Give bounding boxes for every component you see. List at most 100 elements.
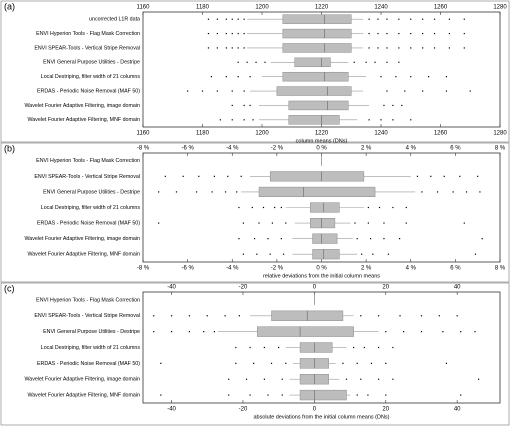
category-label: Wavelet Fourier Adaptive Filtering, MNF …	[27, 392, 140, 398]
x-tick-label: 8 %	[495, 266, 506, 272]
box	[256, 326, 354, 337]
outlier	[474, 253, 477, 255]
outlier	[231, 18, 233, 20]
outlier	[392, 206, 394, 209]
x-tick-label-top: -8 %	[137, 146, 150, 152]
outlier	[240, 175, 242, 177]
outlier	[410, 76, 412, 78]
outlier	[398, 238, 401, 240]
outlier	[207, 18, 210, 20]
outlier	[398, 32, 400, 35]
outlier	[216, 18, 218, 20]
category-label: ERDAS - Periodic Noise Removal (MAF 50)	[37, 88, 140, 94]
outlier	[285, 362, 287, 364]
outlier	[280, 206, 282, 209]
x-tick-label: 1260	[434, 131, 448, 137]
outlier	[452, 191, 454, 193]
outlier	[363, 346, 365, 349]
outlier	[237, 61, 239, 63]
category-label: Wavelet Fourier Adaptive Filtering, MNF …	[27, 252, 140, 258]
x-tick-label-top: -20	[239, 285, 248, 291]
outlier	[368, 119, 370, 121]
outlier	[360, 378, 362, 380]
x-tick-label: 1160	[137, 131, 151, 137]
category-label: ENVI Hyperion Tools - Flag Mask Correcti…	[36, 158, 140, 164]
outlier	[211, 191, 213, 193]
outlier	[459, 175, 461, 177]
outlier	[236, 191, 238, 193]
outlier	[433, 47, 436, 49]
outlier	[383, 104, 385, 107]
outlier	[238, 206, 240, 209]
x-tick-label: 20	[382, 407, 389, 413]
outlier	[392, 378, 394, 380]
outlier	[225, 47, 227, 49]
outlier	[195, 191, 198, 193]
panel-border	[0, 0, 510, 143]
x-tick-label-top: 1220	[315, 5, 329, 11]
outlier	[231, 47, 233, 49]
panel-label: (b)	[4, 143, 15, 153]
outlier	[448, 18, 451, 20]
x-tick-label-top: 0 %	[316, 146, 327, 152]
outlier	[238, 315, 240, 317]
outlier	[269, 253, 271, 255]
outlier	[398, 61, 400, 63]
outlier	[216, 47, 218, 49]
outlier	[206, 315, 208, 317]
x-tick-label-top: 40	[454, 285, 461, 291]
category-label: ENVI General Purpose Utilities - Destrip…	[43, 60, 140, 66]
box	[258, 186, 376, 198]
outlier	[188, 315, 191, 317]
x-tick-label-top: 1240	[374, 5, 388, 11]
outlier	[448, 32, 451, 35]
box	[282, 28, 352, 39]
outlier	[433, 18, 436, 20]
category-label: ENVI General Purpose Utilities - Destrip…	[43, 329, 140, 335]
outlier	[422, 47, 424, 49]
outlier	[380, 76, 382, 78]
outlier	[365, 61, 367, 63]
outlier	[463, 47, 465, 49]
outlier	[370, 362, 373, 364]
box	[288, 100, 349, 111]
category-label: Local Destriping, filter width of 21 col…	[41, 74, 141, 80]
outlier	[225, 76, 227, 78]
outlier	[395, 76, 397, 78]
panel-label: (a)	[4, 1, 15, 11]
x-tick-label: 1200	[255, 131, 269, 137]
outlier	[469, 90, 471, 92]
box	[312, 233, 338, 244]
category-label: ENVI SPEAR-Tools - Vertical Stripe Remov…	[34, 45, 140, 51]
category-label: ERDAS - Periodic Noise Removal (MAF 50)	[37, 361, 140, 367]
x-tick-label: 0	[313, 407, 317, 413]
box	[276, 86, 352, 96]
outlier	[282, 253, 285, 255]
x-axis-label: column means (DNs)	[296, 138, 348, 144]
x-tick-label: -2 %	[271, 266, 284, 272]
outlier	[237, 18, 239, 20]
outlier	[228, 394, 230, 396]
outlier	[170, 331, 173, 333]
outlier	[392, 104, 394, 107]
outlier	[243, 47, 245, 49]
x-tick-label: 2 %	[361, 266, 372, 272]
outlier	[237, 76, 239, 78]
box	[312, 249, 340, 260]
outlier	[170, 315, 173, 317]
outlier	[271, 222, 274, 224]
outlier	[377, 18, 379, 20]
x-tick-label-top: 1280	[493, 5, 507, 11]
x-tick-label: 1220	[315, 131, 329, 137]
outlier	[253, 362, 255, 364]
x-tick-label: 0 %	[316, 266, 327, 272]
outlier	[398, 18, 400, 20]
x-tick-label-top: 0	[313, 285, 317, 291]
outlier	[263, 378, 265, 380]
category-label: Wavelet Fourier Adaptive Filtering, MNF …	[27, 117, 140, 123]
x-tick-label: -20	[239, 407, 248, 413]
outlier	[422, 90, 424, 92]
outlier	[356, 238, 358, 240]
box	[282, 71, 349, 82]
outlier	[368, 18, 370, 20]
